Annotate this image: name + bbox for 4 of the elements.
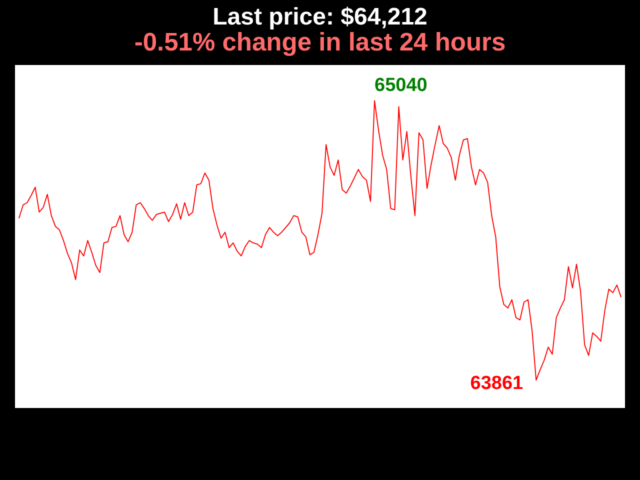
data-label: 65040 (374, 74, 428, 96)
chart-subtitle: -0.51% change in last 24 hours (134, 28, 506, 56)
data-label: 63861 (470, 373, 524, 394)
chart-title: Last price: $64,212 (212, 4, 428, 30)
